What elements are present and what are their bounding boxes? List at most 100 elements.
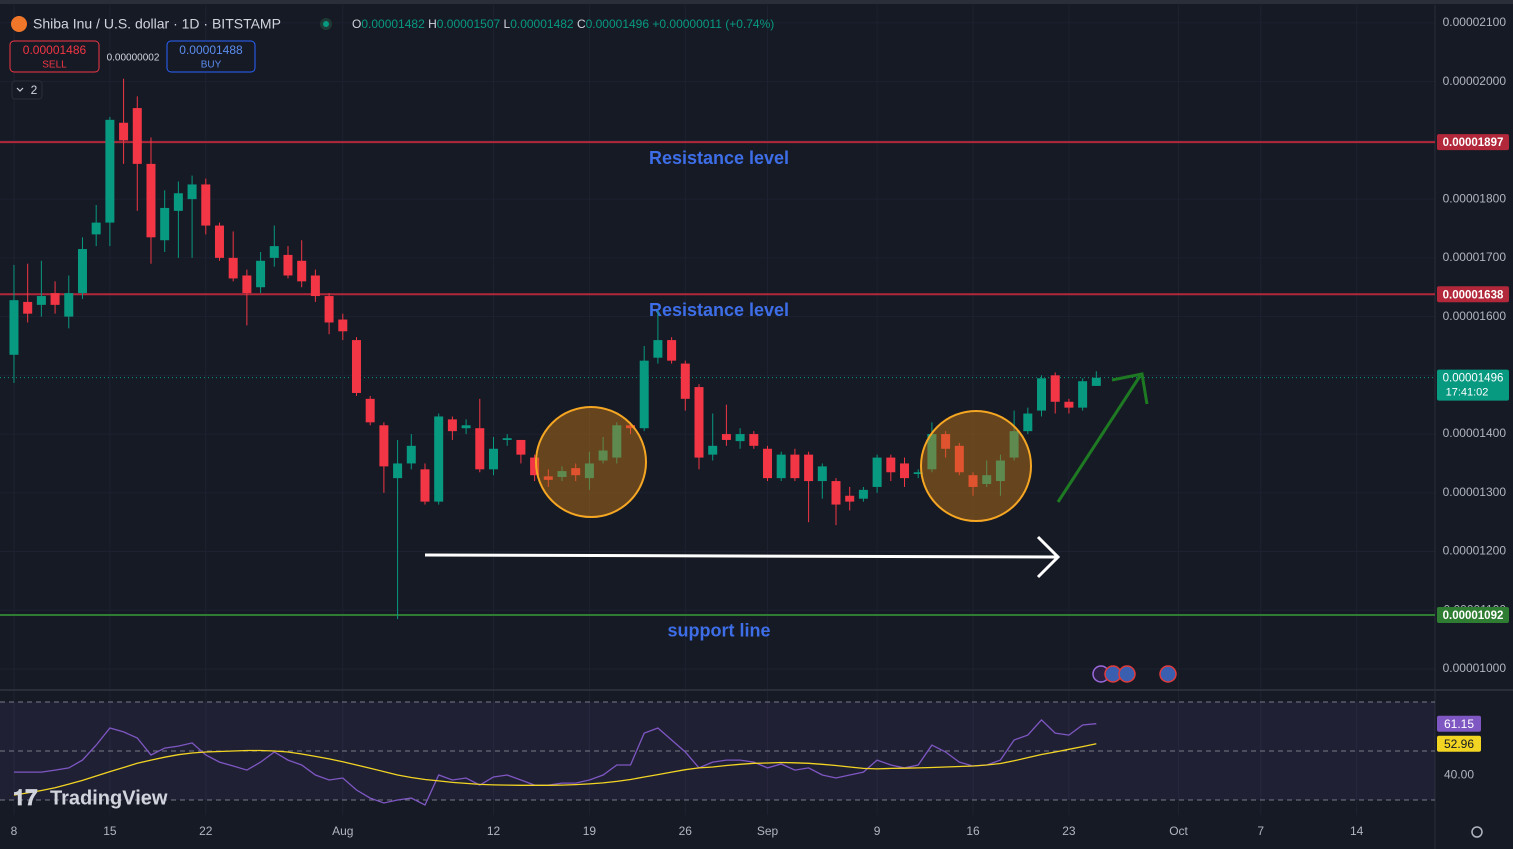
last-price-label: 0.00001496 xyxy=(1443,373,1504,385)
settings-icon[interactable] xyxy=(1471,826,1483,838)
event-icons xyxy=(1092,665,1177,683)
last-price-box xyxy=(1437,369,1509,401)
candle-body xyxy=(132,108,142,164)
y-tick-label: 0.00001800 xyxy=(1443,191,1507,205)
candle-body xyxy=(64,293,74,317)
candle-body xyxy=(228,257,238,279)
candle-body xyxy=(77,249,87,294)
y-tick-label: 0.00001400 xyxy=(1443,426,1507,440)
candle-body xyxy=(954,445,964,473)
candle-body xyxy=(626,425,636,429)
level-label: 0.00001638 xyxy=(1443,289,1504,301)
symbol-title: Shiba Inu / U.S. dollar · 1D · BITSTAMP xyxy=(33,16,281,32)
x-tick-label: 9 xyxy=(874,824,881,838)
ohlc-key: C xyxy=(577,17,586,31)
candle-body xyxy=(23,301,33,314)
candle-body xyxy=(790,454,800,479)
candle-body xyxy=(735,434,745,442)
candle-body xyxy=(817,466,827,482)
indicator-count[interactable]: 2 xyxy=(31,83,38,97)
level-label-box xyxy=(1437,606,1509,623)
y-tick-label: 0.00001000 xyxy=(1443,661,1507,675)
spread: 0.00000002 xyxy=(107,53,160,64)
sell-label[interactable]: SELL xyxy=(42,60,67,71)
y-tick-label: 0.00001200 xyxy=(1443,544,1507,558)
x-tick-label: 26 xyxy=(679,824,693,838)
candle-body xyxy=(242,275,252,294)
ohlc-value: 0.00001482 xyxy=(510,17,574,31)
axis-labels: 0.000021000.000020000.000019000.00001800… xyxy=(11,15,1509,838)
candle-body xyxy=(1023,413,1033,432)
buy-label[interactable]: BUY xyxy=(201,60,222,71)
x-tick-label: 23 xyxy=(1062,824,1076,838)
candle-body xyxy=(557,471,567,477)
buy-box[interactable] xyxy=(166,40,256,73)
rsi xyxy=(13,718,1097,806)
candle-body xyxy=(310,275,320,297)
candles xyxy=(9,78,1101,620)
y-tick-label: 0.00001600 xyxy=(1443,309,1507,323)
candle-body xyxy=(201,184,211,226)
candle-body xyxy=(1037,378,1047,411)
value-label-box xyxy=(1437,735,1481,752)
x-tick-label: 22 xyxy=(199,824,213,838)
level-annotation: Resistance level xyxy=(649,300,789,320)
candle-body xyxy=(530,457,540,476)
candle-body xyxy=(393,463,403,479)
candle-body xyxy=(694,387,704,458)
candle-body xyxy=(502,438,512,440)
buy-button[interactable]: 0.00001488 BUY xyxy=(166,40,256,73)
event-icon xyxy=(1118,665,1136,683)
indicator-box[interactable] xyxy=(11,80,43,100)
ohlc-value: 0.00001507 xyxy=(437,17,501,31)
candle-body xyxy=(461,425,471,429)
rsi-tick-label: 40.00 xyxy=(1444,768,1474,782)
x-tick-label: 12 xyxy=(487,824,501,838)
candle-body xyxy=(379,425,389,467)
candle-body xyxy=(475,428,485,470)
rsi-line xyxy=(14,718,1097,806)
arrow-head xyxy=(1111,372,1149,405)
highlight-circle xyxy=(535,406,647,518)
candle-body xyxy=(1091,377,1101,386)
ohlc-value: 0.00001482 xyxy=(361,17,425,31)
event-icon xyxy=(1159,665,1177,683)
candle-body xyxy=(187,184,197,200)
arrow-shaft xyxy=(424,553,1059,559)
watermark-logo: 𝟏𝟕 xyxy=(13,785,38,810)
watermark-text: TradingView xyxy=(50,787,168,809)
sell-price[interactable]: 0.00001486 xyxy=(23,43,87,57)
candle-body xyxy=(256,260,266,288)
candle-body xyxy=(982,475,992,485)
candle-body xyxy=(708,445,718,455)
candle-body xyxy=(927,434,937,470)
candle-body xyxy=(9,300,19,355)
y-tick-label: 0.00001700 xyxy=(1443,250,1507,264)
value-label: 52.96 xyxy=(1444,737,1474,751)
white-arrow xyxy=(424,535,1061,579)
candle-body xyxy=(1064,401,1074,408)
sell-button[interactable]: 0.00001486 SELL xyxy=(9,40,100,73)
candle-body xyxy=(721,434,731,440)
top-border xyxy=(0,0,1513,4)
ohlc-key: O xyxy=(352,17,361,31)
highlight-circle xyxy=(920,410,1032,522)
x-tick-label: 19 xyxy=(583,824,597,838)
arrow-head xyxy=(1036,535,1061,579)
value-label-box xyxy=(1437,715,1481,732)
levels: Resistance level Resistance level support … xyxy=(0,141,1435,641)
rsi-pane xyxy=(0,689,1513,801)
level-label: 0.00001897 xyxy=(1443,137,1504,149)
indicator-toggle[interactable]: 2 xyxy=(11,80,43,100)
candle-body xyxy=(1009,431,1019,458)
sell-box[interactable] xyxy=(9,40,100,73)
candle-body xyxy=(1078,381,1088,408)
ohlc-key: H xyxy=(428,17,437,31)
candle-body xyxy=(598,450,608,461)
chevron[interactable] xyxy=(16,87,24,92)
countdown: 17:41:02 xyxy=(1446,387,1489,399)
candle-body xyxy=(269,246,279,258)
ohlc-change: +0.00000011 (+0.74%) xyxy=(652,17,774,31)
candle-body xyxy=(447,419,457,432)
buy-price[interactable]: 0.00001488 xyxy=(179,43,243,57)
